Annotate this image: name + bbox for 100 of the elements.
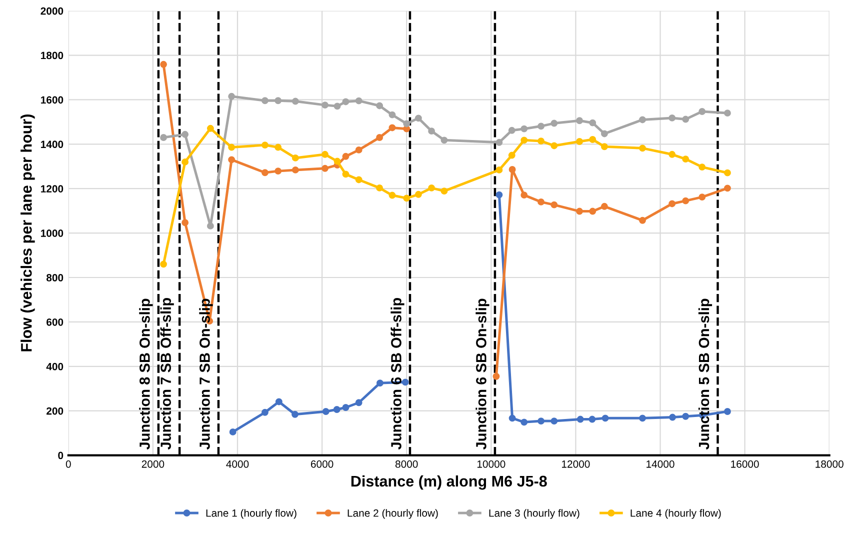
point [403,120,410,128]
point [322,408,330,415]
point [292,410,298,418]
point [275,398,282,406]
point [428,184,436,192]
point [402,378,409,386]
ref-line-label: Junction 6 SB On-slip [476,298,490,450]
x-tick-label: 14000 [646,460,674,468]
point [274,144,282,151]
y-tick-label: 1200 [41,185,64,192]
point [576,117,583,124]
point [334,158,341,165]
point [355,399,362,406]
point [538,138,545,145]
point [262,169,268,176]
point [724,184,731,192]
point [342,152,350,160]
y-tick-label: 800 [46,274,64,282]
point [160,60,167,68]
point [724,110,731,117]
y-tick-label: 600 [46,318,64,326]
point [355,176,362,184]
point [355,146,362,154]
x-tick-label: 10000 [477,460,506,468]
point [228,92,236,100]
point [274,168,282,175]
point [428,128,436,135]
point [403,194,410,202]
point [698,194,706,201]
point [508,126,516,134]
point [376,102,384,110]
point [182,130,189,138]
point [520,136,528,144]
point [550,142,558,150]
point [600,130,608,138]
y-tick-label: 1600 [41,96,64,104]
point [538,418,545,425]
point [669,414,676,421]
point [492,372,500,380]
point [496,138,503,146]
point [334,102,341,110]
x-tick-label: 16000 [731,460,759,468]
y-axis-title: Flow (vehicles per lane per hour) [20,114,35,352]
point [376,184,384,192]
point [333,406,340,413]
point [388,192,396,199]
y-tick-label: 1000 [41,230,64,237]
point [274,97,282,104]
point [520,192,528,199]
point [682,156,690,163]
point [668,150,676,158]
point [496,166,503,174]
x-tick-label: 2000 [142,460,164,468]
point [342,404,350,411]
point [440,188,448,195]
point [262,142,268,149]
point [414,190,422,198]
point [639,216,646,224]
ref-line-label: Junction 7 SB On-slip [199,298,213,450]
point [508,166,516,173]
point [206,124,214,132]
point [388,111,396,118]
point [182,219,189,226]
point [639,116,646,124]
y-tick-label: 200 [46,407,64,415]
x-tick-label: 6000 [310,460,334,468]
point [576,208,583,215]
point [538,198,545,206]
point [322,164,328,172]
x-tick-label: 18000 [816,460,844,468]
point [355,97,362,104]
point [228,144,236,151]
point [639,144,646,152]
legend-label: Lane 3 (hourly flow) [489,509,580,519]
point [160,134,167,141]
point [388,124,396,132]
point [229,428,236,436]
point [508,414,516,422]
point [698,164,706,171]
point [262,97,268,104]
x-tick-label: 12000 [562,460,590,468]
point [600,143,608,150]
point [576,416,584,423]
point [668,114,676,122]
ref-line-label: Junction 6 SB Off-slip [390,298,404,450]
x-tick-label: 0 [66,460,71,468]
point [682,116,690,123]
point [322,150,328,158]
point [682,412,690,420]
point [376,380,384,387]
point [668,200,676,208]
point [550,201,558,208]
legend-label: Lane 4 (hourly flow) [630,509,721,519]
point [342,170,350,178]
point [576,138,583,145]
point [639,414,646,422]
x-tick-label: 4000 [226,460,249,468]
point [550,418,558,425]
point [160,260,167,268]
ref-line-label: Junction 5 SB On-slip [698,298,712,450]
